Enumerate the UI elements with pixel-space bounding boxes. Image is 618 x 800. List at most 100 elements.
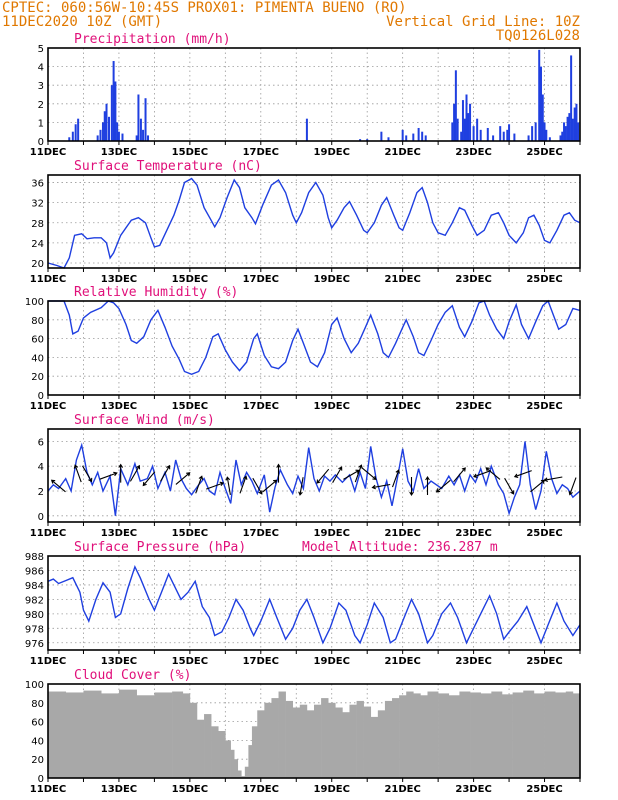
wind-wind-arrow-28 — [473, 470, 492, 479]
cloud-bar-30 — [314, 704, 322, 778]
wind-wind-arrow-30 — [504, 477, 515, 495]
wind-wind-arrow-34 — [568, 477, 577, 496]
precip-bar-18 — [139, 118, 142, 141]
cloud-xtick-2: 15DEC — [172, 784, 208, 795]
wind-wind-arrow-10 — [206, 481, 225, 490]
wind-xtick-2: 15DEC — [172, 528, 208, 539]
wind-wind-arrow-18 — [332, 466, 343, 483]
pres-title: Surface Pressure (hPa) — [74, 540, 246, 555]
cloud-bar-22 — [257, 710, 265, 778]
rh-xtick-3: 17DEC — [243, 401, 279, 412]
wind-wind-arrow-14 — [262, 479, 278, 493]
precip-bar-70 — [573, 107, 576, 141]
precip-bar-14 — [117, 131, 120, 141]
cloud-bar-21 — [251, 726, 258, 778]
precip-bar-40 — [465, 94, 468, 141]
cloud-bar-12 — [211, 726, 219, 778]
cloud-bar-56 — [533, 693, 545, 778]
precip-bar-49 — [502, 131, 505, 141]
wind-wind-arrow-26 — [435, 479, 451, 493]
cloud-bar-2 — [83, 690, 102, 778]
rh-ytick-0: 0 — [38, 391, 44, 402]
precip-ytick-0: 0 — [38, 137, 44, 148]
wind-xtick-5: 21DEC — [384, 528, 420, 539]
wind-ytick-2: 4 — [38, 462, 44, 473]
wind-xtick-0: 11DEC — [30, 528, 66, 539]
wind-wind-arrow-22 — [371, 483, 391, 490]
wind-wind-arrow-21 — [361, 467, 377, 481]
rh-xtick-6: 23DEC — [455, 401, 491, 412]
precip-bar-2 — [74, 124, 77, 141]
rh-ytick-2: 40 — [31, 353, 44, 364]
precip-bar-56 — [538, 49, 541, 141]
precip-bar-4 — [96, 135, 99, 141]
rh-xtick-1: 13DEC — [101, 401, 137, 412]
rh-ytick-1: 20 — [31, 372, 44, 383]
precip-xtick-4: 19DEC — [314, 147, 350, 158]
precip-bar-25 — [380, 131, 383, 141]
wind-wind-arrow-24 — [409, 477, 414, 497]
cloud-bar-26 — [285, 700, 294, 778]
rh-ytick-4: 80 — [31, 316, 44, 327]
precip-ytick-4: 4 — [38, 63, 44, 74]
wind-wind-arrow-1 — [73, 464, 82, 483]
pres-annotation: Model Altitude: 236.287 m — [302, 540, 498, 555]
precip-bar-68 — [570, 55, 573, 141]
cloud-bar-45 — [420, 695, 428, 778]
cloud-bar-53 — [501, 694, 513, 778]
cloud-bar-58 — [555, 692, 567, 778]
temp-frame — [47, 174, 581, 269]
cloud-bar-29 — [306, 710, 315, 778]
precip-bar-36 — [456, 118, 459, 141]
precip-bar-13 — [116, 122, 119, 141]
wind-wind-arrow-16 — [298, 477, 304, 496]
precip-bar-47 — [492, 135, 495, 141]
header-date: 11DEC2020 10Z (GMT) — [2, 14, 162, 30]
precip-ytick-2: 2 — [38, 100, 44, 111]
rh-xtick-7: 25DEC — [526, 401, 562, 412]
precip-xtick-2: 15DEC — [172, 147, 208, 158]
pres-xtick-4: 19DEC — [314, 656, 350, 667]
precip-bar-51 — [508, 124, 511, 141]
cloud-bar-43 — [406, 691, 414, 778]
precip-bar-0 — [68, 137, 71, 141]
precip-bar-11 — [112, 61, 115, 141]
cloud-bar-16 — [234, 759, 239, 778]
wind-xtick-1: 13DEC — [101, 528, 137, 539]
precip-bar-44 — [476, 118, 479, 141]
cloud-bar-48 — [448, 695, 460, 778]
cloud-bar-35 — [349, 704, 357, 778]
wind-ytick-3: 6 — [38, 437, 44, 448]
header-station: CPTEC: 060:56W-10:45S PROX01: PIMENTA BU… — [2, 0, 407, 16]
cloud-xtick-0: 11DEC — [30, 784, 66, 795]
precip-bar-1 — [71, 131, 74, 141]
precip-bar-43 — [472, 126, 475, 141]
cloud-bar-33 — [335, 707, 343, 778]
wind-wind-arrow-9 — [195, 475, 204, 494]
cloud-bar-19 — [244, 766, 249, 778]
temp-xtick-1: 13DEC — [101, 274, 137, 285]
temp-xtick-5: 21DEC — [384, 274, 420, 285]
cloud-xtick-1: 13DEC — [101, 784, 137, 795]
precip-bar-17 — [137, 94, 140, 141]
cloud-bar-6 — [154, 692, 173, 778]
precip-bar-9 — [108, 116, 111, 141]
cloud-bar-40 — [384, 700, 393, 778]
precip-xtick-3: 17DEC — [243, 147, 279, 158]
panel-temperature: 20 24 28 32 36 11DEC 13DEC 15DEC 17DEC 19DEC 21DEC… — [30, 159, 581, 285]
cloud-bar-51 — [480, 693, 492, 778]
cloud-bar-27 — [292, 707, 301, 778]
precip-bar-53 — [527, 135, 530, 141]
pres-ytick-2: 980 — [25, 610, 44, 621]
precip-bar-52 — [513, 133, 516, 141]
wind-wind-arrow-7 — [160, 464, 171, 482]
precip-ytick-3: 3 — [38, 81, 44, 92]
cloud-bar-46 — [427, 691, 439, 778]
pres-ytick-6: 988 — [25, 552, 44, 563]
precip-bar-58 — [541, 94, 544, 141]
temp-xtick-6: 23DEC — [455, 274, 491, 285]
cloud-bar-42 — [399, 695, 407, 778]
precip-bar-45 — [479, 129, 482, 141]
wind-wind-arrow-31 — [513, 470, 532, 479]
precip-bar-63 — [561, 131, 564, 141]
